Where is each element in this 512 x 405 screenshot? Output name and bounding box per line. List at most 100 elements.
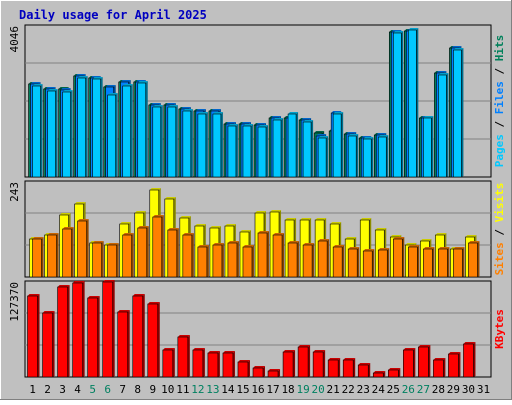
bar-pages-day-16 [257,126,267,178]
bar-kbytes-day-19 [297,346,309,378]
bar-visits-top [330,222,342,224]
x-tick-label-day-1: 1 [29,383,36,396]
bar-visits-top [224,224,236,226]
x-tick-label-day-24: 24 [372,383,386,396]
axis-label-part: Pages [493,134,506,167]
axis-label-part: / [493,61,506,81]
bar-sites-day-20 [317,240,328,278]
bar-visits-top [435,233,447,235]
bar-pages-top [167,105,178,107]
x-tick-label-day-2: 2 [44,383,51,396]
bar-files-top [451,46,462,48]
bar-visits-top [209,226,221,228]
bar-pages-day-19 [302,121,312,178]
bar-pages-side [386,135,389,177]
bar-pages-top [363,137,374,139]
bar-sites-top [167,228,179,230]
bar-pages-day-3 [62,91,71,178]
bar-pages-top [242,124,253,126]
bar-pages-top [318,136,329,138]
series-sites [32,215,480,278]
bar-files-top [210,109,221,111]
bar-pages-side [266,125,268,177]
bar-kbytes-side [157,302,160,377]
x-tick-label-day-27: 27 [417,383,430,396]
bar-sites-top [348,247,360,249]
bar-pages-side [85,76,88,177]
x-tick-label-day-4: 4 [74,383,81,396]
axis-label-part: Hits [493,35,506,62]
bar-files-top [301,118,312,120]
bar-sites-top [453,247,465,249]
bar-visits-top [465,235,477,237]
bar-sites-side [236,241,239,277]
x-tick-label-day-19: 19 [296,383,309,396]
bar-sites-day-23 [362,250,373,278]
bar-kbytes-side [473,342,476,377]
bar-sites-day-16 [257,232,268,278]
bar-kbytes-side [368,363,371,377]
bar-pages-day-13 [212,113,222,178]
bar-pages-side [160,105,163,177]
bar-kbytes-top [253,366,265,368]
bar-kbytes-side [293,350,296,377]
bar-files-top [376,133,387,135]
bar-kbytes-side [127,310,130,377]
bar-kbytes-day-21 [327,359,339,378]
bar-sites-top [152,215,164,217]
bar-pages-day-12 [197,113,207,178]
x-tick-label-day-9: 9 [149,383,156,396]
bar-pages-top [152,105,163,107]
bar-sites-side [387,248,390,277]
bar-kbytes-top [298,345,311,347]
bar-pages-side [356,134,359,177]
panel-visits-sites-ymax-label: 243 [8,182,21,202]
bar-pages-day-10 [167,106,177,178]
bar-kbytes-top [403,348,416,350]
bar-kbytes-top [343,358,356,360]
bar-sites-day-27 [423,248,433,278]
bar-kbytes-day-4 [72,282,83,378]
bar-kbytes-day-5 [87,297,98,378]
bar-visits-top [405,243,417,245]
bar-sites-side [176,228,179,277]
bar-kbytes-top [222,351,235,353]
bar-sites-top [333,245,345,247]
bar-kbytes-top [283,350,296,352]
bar-sites-top [212,243,224,245]
bar-sites-top [363,249,375,251]
bar-pages-side [145,81,148,177]
bar-visits-top [149,188,161,190]
bar-kbytes-day-26 [403,349,414,378]
bar-sites-day-1 [32,238,42,278]
bar-kbytes-day-30 [463,343,474,378]
bar-sites-side [342,245,345,277]
bar-sites-day-4 [77,220,87,278]
bar-pages-day-25 [392,32,402,178]
bar-pages-day-21 [332,113,342,178]
bar-sites-day-13 [212,244,223,278]
x-tick-label-day-28: 28 [432,383,445,396]
bar-sites-top [197,245,209,247]
bar-sites-side [327,239,330,277]
x-tick-label-day-20: 20 [312,383,325,396]
bar-files-top [256,123,266,125]
panel-hits-files-pages: 4046 Pages / Files / Hits [8,24,506,178]
bar-kbytes-side [187,335,190,377]
bar-sites-day-18 [287,242,298,278]
bar-pages-day-22 [347,135,357,178]
bar-sites-day-2 [47,234,57,278]
bar-kbytes-top [328,358,341,360]
x-tick-label-day-16: 16 [251,383,264,396]
bar-kbytes-top [268,369,281,371]
bar-pages-side [431,116,434,177]
bar-kbytes-top [313,350,326,352]
bar-pages-side [115,93,118,177]
x-tick-label-day-22: 22 [342,383,355,396]
bar-files-top [225,122,236,124]
bar-sites-day-14 [227,242,238,278]
bar-kbytes-top [102,280,115,282]
bar-sites-top [288,241,300,243]
